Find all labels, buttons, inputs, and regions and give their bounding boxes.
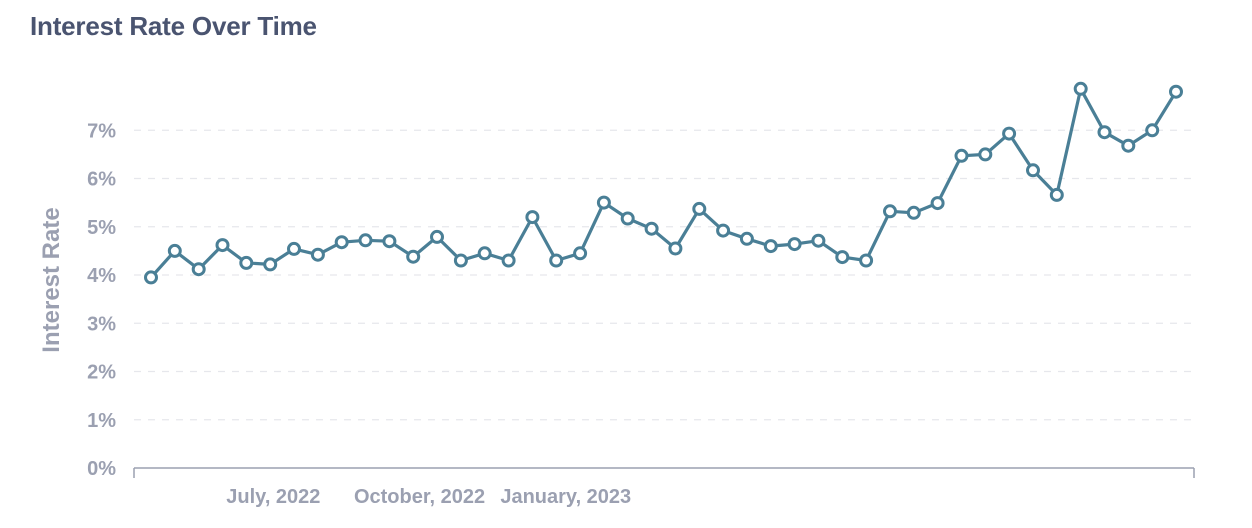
- data-point[interactable]: [310, 247, 325, 262]
- data-point[interactable]: [954, 148, 969, 163]
- data-point[interactable]: [1026, 163, 1040, 178]
- data-point[interactable]: [453, 253, 468, 268]
- data-point[interactable]: [1049, 187, 1064, 202]
- data-point[interactable]: [167, 243, 182, 258]
- data-point[interactable]: [263, 257, 278, 272]
- axes: 0% 1% 2% 3% 4% 5% 6% 7% July, 2022 October, 2022 J…: [87, 120, 1195, 508]
- grid-lines: [134, 129, 1194, 421]
- data-point[interactable]: [144, 270, 158, 285]
- series-layer: [144, 81, 1183, 285]
- data-point[interactable]: [835, 250, 850, 265]
- y-tick-label: 2%: [87, 362, 116, 384]
- series-line: [149, 87, 1178, 279]
- data-point[interactable]: [978, 147, 993, 162]
- data-point[interactable]: [596, 195, 611, 210]
- chart-title: Interest Rate Over Time: [30, 11, 317, 41]
- data-point[interactable]: [549, 253, 564, 268]
- data-point[interactable]: [358, 233, 373, 248]
- y-tick-label: 1%: [87, 410, 116, 432]
- data-point[interactable]: [191, 262, 206, 277]
- y-tick-label: 3%: [87, 313, 116, 335]
- data-point[interactable]: [1145, 123, 1160, 138]
- data-point[interactable]: [644, 221, 659, 236]
- data-point[interactable]: [739, 231, 754, 246]
- data-point[interactable]: [620, 211, 635, 226]
- data-point[interactable]: [501, 253, 516, 268]
- data-point[interactable]: [287, 241, 301, 256]
- y-tick-label: 6%: [87, 169, 116, 191]
- data-point[interactable]: [215, 238, 230, 253]
- x-tick-label: January, 2023: [500, 486, 631, 508]
- y-tick-label: 0%: [87, 458, 116, 480]
- data-point[interactable]: [1121, 138, 1136, 153]
- data-point[interactable]: [239, 255, 254, 270]
- data-point[interactable]: [763, 239, 778, 254]
- data-point[interactable]: [883, 204, 897, 219]
- y-axis-title: Interest Rate: [38, 207, 65, 352]
- data-point[interactable]: [1002, 126, 1017, 141]
- y-tick-label: 5%: [87, 217, 116, 239]
- y-tick-label: 7%: [87, 120, 116, 142]
- x-tick-label: October, 2022: [354, 486, 485, 508]
- data-point[interactable]: [716, 223, 731, 238]
- x-tick-label: July, 2022: [226, 486, 320, 508]
- data-point[interactable]: [477, 246, 492, 261]
- data-point[interactable]: [906, 205, 921, 220]
- data-point[interactable]: [668, 241, 683, 256]
- data-point[interactable]: [859, 253, 874, 268]
- data-point[interactable]: [1097, 125, 1112, 140]
- data-point[interactable]: [1073, 81, 1088, 96]
- data-point[interactable]: [787, 237, 802, 252]
- data-point[interactable]: [930, 196, 945, 211]
- y-tick-label: 4%: [87, 265, 116, 287]
- data-point[interactable]: [334, 235, 349, 250]
- data-point[interactable]: [1169, 84, 1183, 99]
- data-point[interactable]: [573, 246, 588, 261]
- data-point[interactable]: [692, 201, 707, 216]
- data-point[interactable]: [406, 249, 421, 264]
- data-point[interactable]: [525, 210, 540, 225]
- data-point[interactable]: [811, 233, 826, 248]
- data-point[interactable]: [430, 229, 444, 244]
- data-point[interactable]: [382, 234, 397, 249]
